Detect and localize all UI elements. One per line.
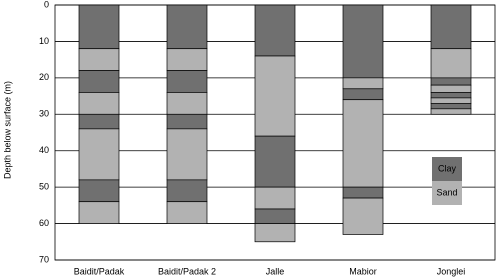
y-tick-label: 20	[39, 72, 49, 82]
layer	[166, 113, 208, 130]
y-tick-label: 50	[39, 182, 49, 192]
layer	[342, 186, 384, 199]
layer	[166, 128, 208, 181]
legend-swatch	[432, 181, 462, 205]
layer	[430, 97, 472, 104]
layer	[342, 4, 384, 79]
layer	[254, 208, 296, 224]
layer	[342, 99, 384, 188]
y-axis-label: Depth below surface (m)	[2, 81, 12, 179]
y-tick-label: 10	[39, 36, 49, 46]
y-tick-label: 60	[39, 218, 49, 228]
layer	[254, 55, 296, 137]
layer	[342, 77, 384, 90]
y-tick-label: 30	[39, 109, 49, 119]
layer	[78, 92, 120, 115]
layer	[166, 48, 208, 71]
layer	[166, 70, 208, 93]
x-tick-label: Baidit/Padak	[74, 266, 125, 276]
layer	[430, 77, 472, 86]
layer	[78, 70, 120, 93]
x-tick-label: Jalle	[266, 266, 285, 276]
y-tick-label: 40	[39, 145, 49, 155]
legend-label: Sand	[436, 187, 457, 197]
layer	[166, 179, 208, 203]
layer	[430, 108, 472, 115]
layer	[254, 4, 296, 57]
layer	[342, 197, 384, 235]
layer	[430, 84, 472, 93]
layer	[78, 179, 120, 203]
layer	[430, 48, 472, 79]
x-tick-label: Mabior	[349, 266, 377, 276]
legend-swatch	[432, 157, 462, 181]
layer	[78, 201, 120, 224]
layer	[254, 135, 296, 188]
y-tick-label: 0	[44, 0, 49, 9]
x-tick-label: Jonglei	[437, 266, 466, 276]
layer	[78, 48, 120, 71]
x-tick-label: Baidit/Padak 2	[158, 266, 216, 276]
layer	[78, 4, 120, 50]
layer	[78, 128, 120, 181]
layer	[430, 103, 472, 110]
layer	[166, 92, 208, 115]
y-tick-label: 70	[39, 254, 49, 264]
layer	[430, 92, 472, 99]
layer	[166, 201, 208, 224]
layer	[430, 4, 472, 50]
layer	[166, 4, 208, 50]
layer	[78, 113, 120, 130]
legend-label: Clay	[438, 163, 457, 173]
layer	[254, 186, 296, 210]
layer	[254, 223, 296, 243]
layer	[342, 88, 384, 101]
